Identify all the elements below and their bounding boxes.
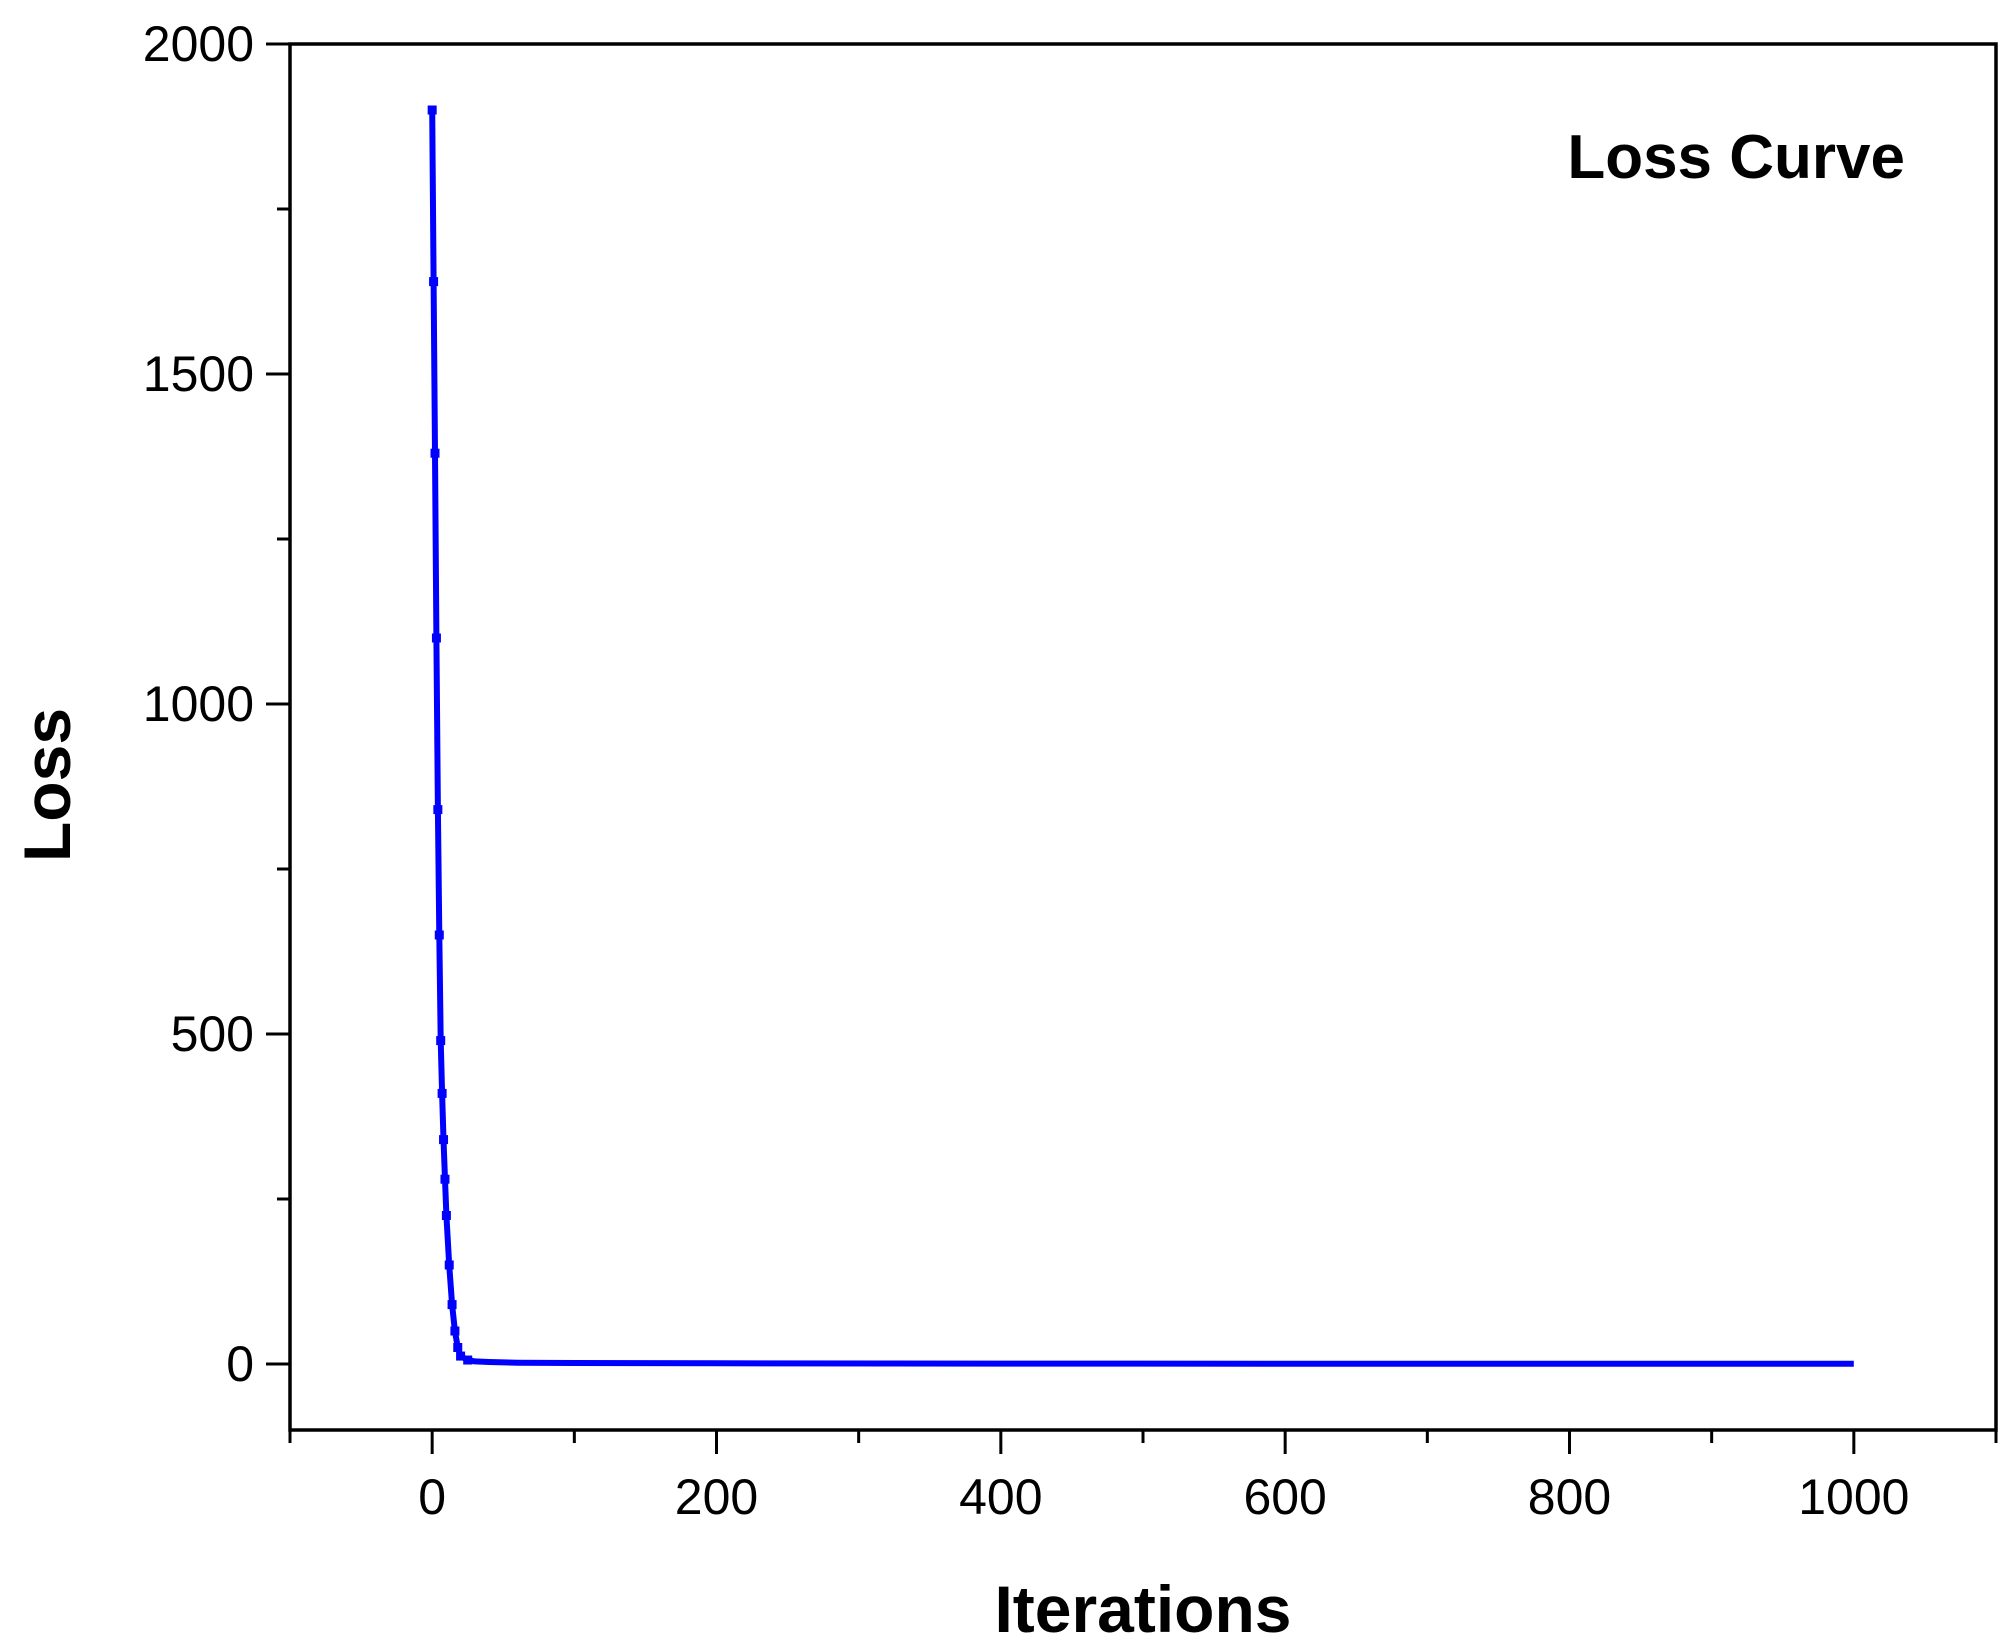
y-tick-label: 2000 <box>143 16 254 72</box>
series-point <box>434 930 444 940</box>
series-line-0 <box>429 109 1854 1367</box>
series-point <box>456 1351 466 1361</box>
series-point <box>431 633 441 643</box>
y-tick-label: 1500 <box>143 346 254 402</box>
series-point <box>440 1174 450 1184</box>
series-point <box>427 105 437 115</box>
series-point <box>463 1355 473 1365</box>
series-point <box>453 1343 463 1352</box>
series-point <box>450 1326 460 1336</box>
series-point <box>437 1088 447 1098</box>
plot-frame <box>288 42 1998 1432</box>
series-point <box>429 277 439 287</box>
series-point <box>447 1300 457 1310</box>
y-axis-ticks: 0 500 1000 1500 2000 <box>143 16 290 1392</box>
x-tick-label: 0 <box>418 1469 446 1525</box>
x-axis-title: Iterations <box>994 1572 1291 1646</box>
x-tick-label: 1000 <box>1798 1469 1909 1525</box>
y-tick-label: 1000 <box>143 676 254 732</box>
x-tick-label: 400 <box>959 1469 1042 1525</box>
x-axis-ticks: 0 200 400 600 800 1000 <box>288 1430 1998 1525</box>
series-point <box>439 1135 449 1145</box>
y-axis-title: Loss <box>10 708 84 862</box>
series-point <box>430 448 440 458</box>
y-tick-label: 500 <box>171 1006 254 1062</box>
series-layer <box>427 105 1854 1367</box>
legend-label: Loss Curve <box>1567 123 1905 192</box>
series-point <box>444 1260 454 1270</box>
series-point <box>436 1036 446 1046</box>
y-tick-label: 0 <box>226 1336 254 1392</box>
series-point <box>441 1211 451 1220</box>
x-tick-label: 800 <box>1528 1469 1611 1525</box>
series-point <box>433 805 443 815</box>
x-tick-label: 200 <box>675 1469 758 1525</box>
x-tick-label: 600 <box>1243 1469 1326 1525</box>
